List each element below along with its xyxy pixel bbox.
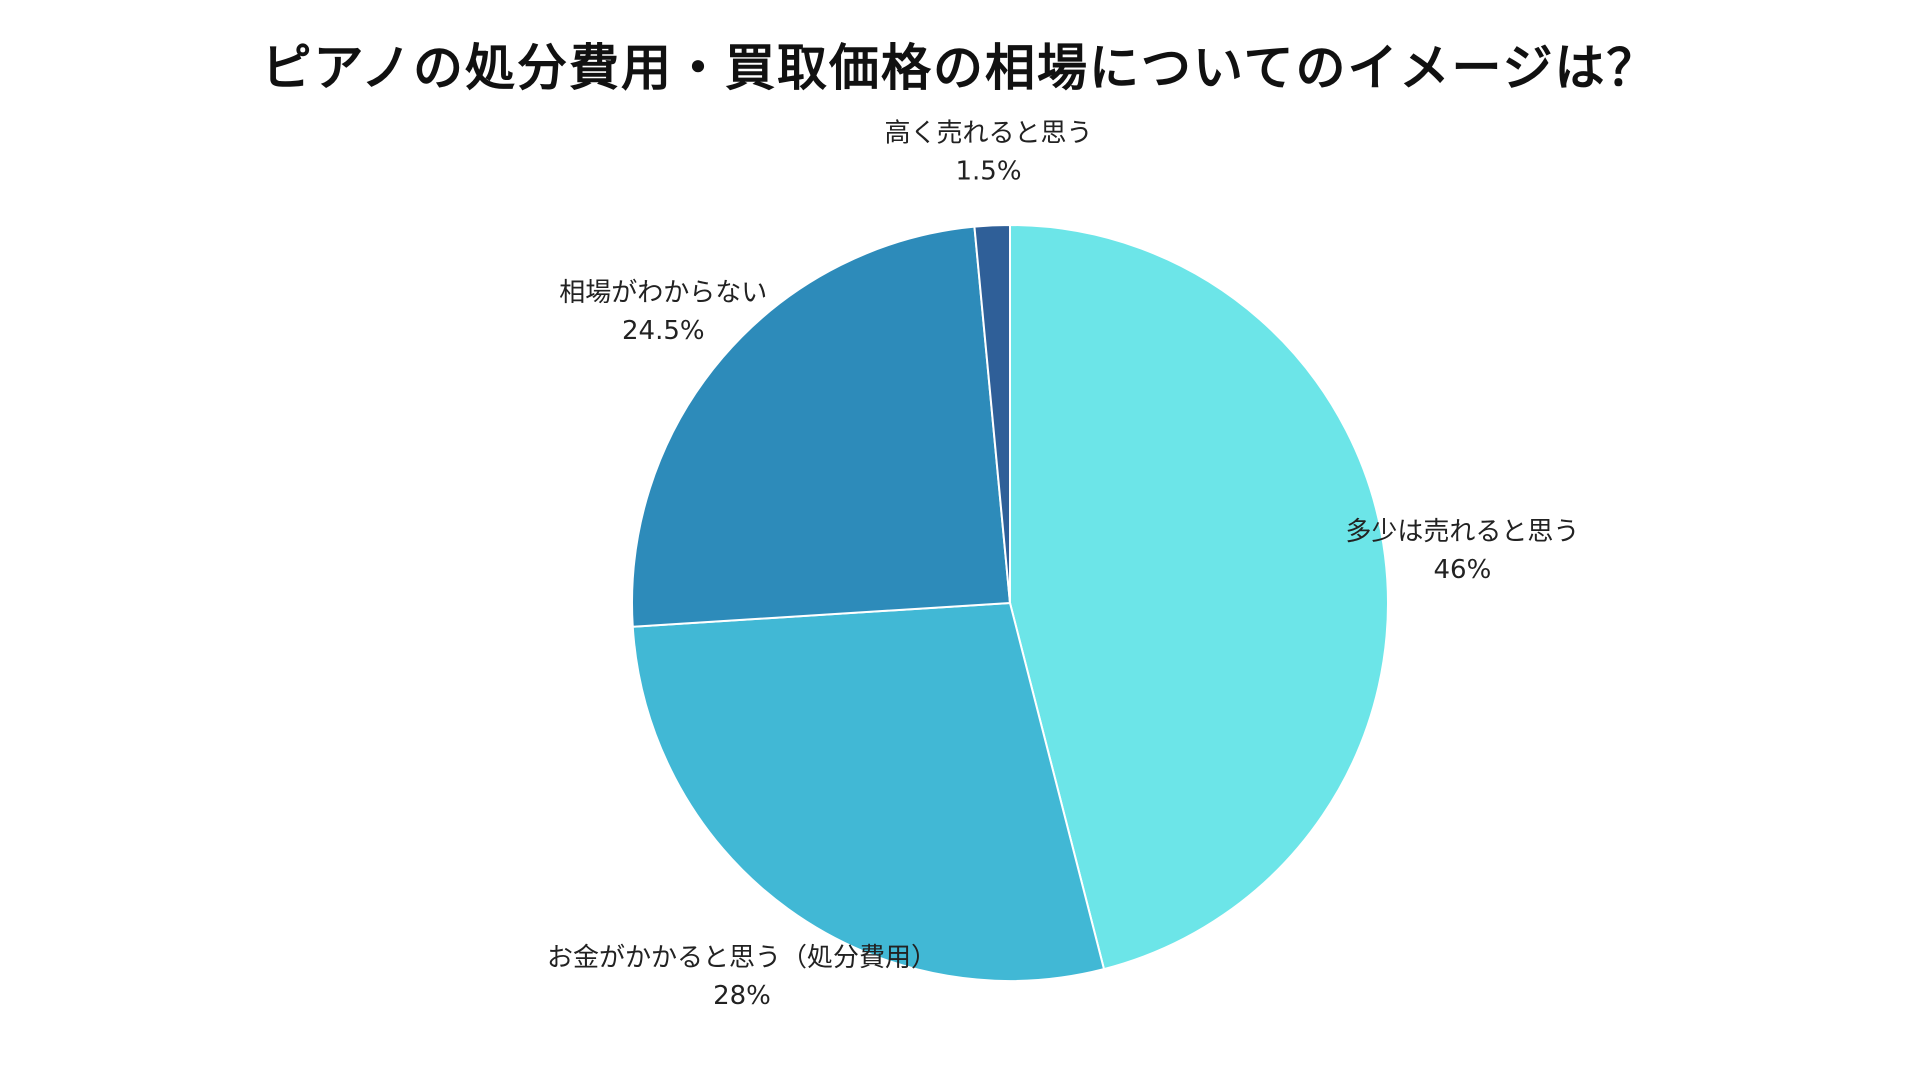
slice-label-3: 高く売れると思う 1.5%: [884, 119, 1092, 187]
slice-category-label: お金がかかると思う（処分費用）: [547, 943, 937, 973]
slice-category-label: 高く売れると思う: [884, 119, 1092, 149]
pie-slice-1: [631, 602, 1105, 982]
pie-slice-0: [1009, 224, 1389, 971]
pie-slice-3: [973, 224, 1011, 604]
pie-slice-2: [631, 225, 1011, 628]
slice-category-label: 多少は売れると思う: [1345, 517, 1579, 547]
slice-label-2: 相場がわからない 24.5%: [559, 278, 767, 346]
slice-value-label: 1.5%: [955, 157, 1021, 187]
slice-value-label: 28%: [713, 981, 771, 1011]
slice-value-label: 24.5%: [622, 316, 705, 346]
pie-labels: 多少は売れると思う 46% お金がかかると思う（処分費用） 28% 相場がわからない 24…: [547, 119, 1579, 1011]
slice-label-0: 多少は売れると思う 46%: [1345, 517, 1579, 585]
slice-category-label: 相場がわからない: [559, 278, 767, 308]
chart-title: ピアノの処分費用・買取価格の相場についてのイメージは？: [261, 39, 1659, 97]
pie-slices: [631, 224, 1389, 982]
slice-value-label: 46%: [1434, 555, 1492, 585]
slice-label-1: お金がかかると思う（処分費用） 28%: [547, 943, 937, 1011]
